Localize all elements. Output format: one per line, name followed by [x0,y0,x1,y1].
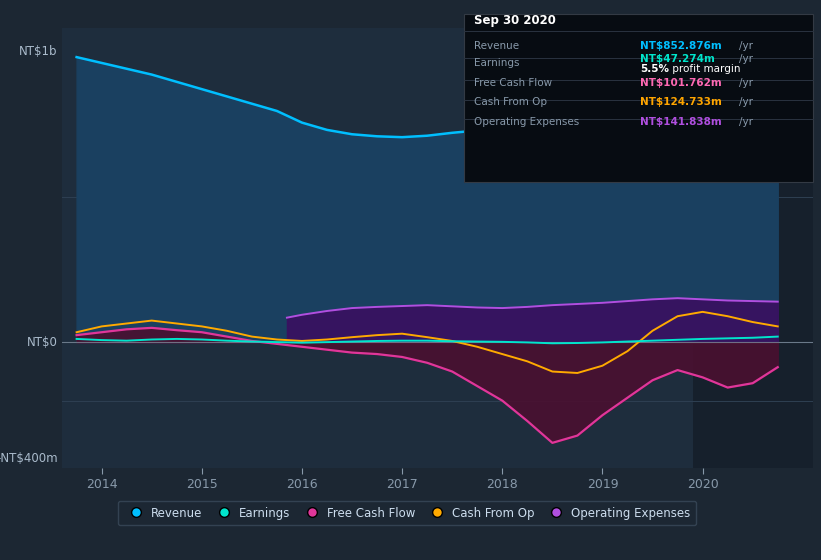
Text: Cash From Op: Cash From Op [474,97,547,108]
Text: Free Cash Flow: Free Cash Flow [474,78,552,88]
Text: NT$0: NT$0 [27,336,57,349]
Text: NT$47.274m: NT$47.274m [640,54,715,64]
Text: Operating Expenses: Operating Expenses [474,117,579,127]
Text: /yr: /yr [739,97,753,108]
Text: /yr: /yr [739,117,753,127]
Text: NT$124.733m: NT$124.733m [640,97,722,108]
Text: Revenue: Revenue [474,41,519,52]
Text: NT$1b: NT$1b [20,45,57,58]
Text: NT$141.838m: NT$141.838m [640,117,722,127]
Text: 5.5%: 5.5% [640,64,669,74]
Text: /yr: /yr [739,54,753,64]
Text: /yr: /yr [739,78,753,88]
Bar [693,28,813,468]
Text: Earnings: Earnings [474,58,519,68]
Text: Sep 30 2020: Sep 30 2020 [474,14,556,27]
Legend: Revenue, Earnings, Free Cash Flow, Cash From Op, Operating Expenses: Revenue, Earnings, Free Cash Flow, Cash … [118,501,696,525]
Text: /yr: /yr [739,41,753,52]
Text: -NT$400m: -NT$400m [0,452,57,465]
Text: NT$101.762m: NT$101.762m [640,78,722,88]
Text: profit margin: profit margin [669,64,741,74]
Text: NT$852.876m: NT$852.876m [640,41,722,52]
